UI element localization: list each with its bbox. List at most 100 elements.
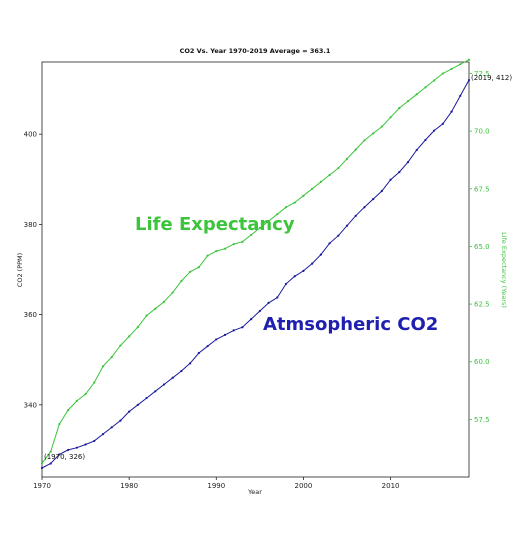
right-y-tick-label: 62.5 xyxy=(474,301,490,309)
data-point xyxy=(258,309,261,313)
data-point xyxy=(215,249,218,253)
data-point xyxy=(345,157,349,160)
data-point xyxy=(215,338,218,341)
data-point xyxy=(154,390,157,393)
data-point xyxy=(40,466,44,470)
y-tick-label: 340 xyxy=(24,401,37,409)
data-point xyxy=(40,462,44,465)
data-point xyxy=(380,189,383,193)
data-point xyxy=(398,107,401,110)
chart-title: CO2 Vs. Year 1970-2019 Average = 363.1 xyxy=(180,47,331,55)
data-point xyxy=(162,300,166,303)
data-point xyxy=(110,426,113,429)
data-point xyxy=(197,266,200,269)
data-point xyxy=(406,100,410,103)
x-axis-label: Year xyxy=(247,488,262,496)
data-point xyxy=(433,79,436,82)
data-point xyxy=(84,443,87,446)
right-y-tick-label: 67.5 xyxy=(474,185,490,193)
right-y-tick-label: 65.0 xyxy=(474,243,490,251)
right-y-tick-label: 70.0 xyxy=(474,128,490,136)
series-label-co2: Atmsopheric CO2 xyxy=(263,314,438,335)
data-point xyxy=(67,448,70,452)
data-point xyxy=(223,247,227,250)
data-point xyxy=(197,351,200,355)
data-point xyxy=(276,296,279,299)
data-point xyxy=(450,110,453,113)
data-point xyxy=(171,291,174,294)
data-point xyxy=(128,410,131,413)
data-point xyxy=(162,383,166,386)
right-y-axis-label: Life Expectancy (Years) xyxy=(500,232,508,308)
data-point xyxy=(49,450,52,453)
data-point xyxy=(389,116,392,119)
data-point xyxy=(441,122,444,125)
data-point xyxy=(128,335,131,338)
data-point xyxy=(75,399,78,403)
x-tick-label: 2000 xyxy=(295,482,313,490)
data-point xyxy=(328,242,331,245)
data-point xyxy=(232,329,235,332)
data-point xyxy=(372,198,375,201)
data-point xyxy=(206,345,209,348)
right-y-tick-label: 72.5 xyxy=(474,70,490,78)
data-point xyxy=(171,376,174,379)
y-axis-ticks: 340 360 380 400 xyxy=(24,131,42,409)
annotation-end: (2019, 412) xyxy=(471,74,512,82)
data-point xyxy=(250,233,253,237)
data-point xyxy=(424,138,427,142)
data-point xyxy=(58,453,61,456)
data-point xyxy=(145,314,148,317)
data-point xyxy=(337,166,340,170)
data-point xyxy=(93,439,96,443)
x-tick-label: 1990 xyxy=(207,482,225,490)
data-point xyxy=(75,446,78,449)
series-line xyxy=(41,79,470,469)
data-point xyxy=(189,270,192,273)
data-point xyxy=(441,72,444,75)
data-point xyxy=(154,307,157,310)
data-point xyxy=(372,132,375,135)
data-point xyxy=(119,419,122,422)
data-point xyxy=(258,226,261,230)
data-point xyxy=(180,369,183,373)
data-point xyxy=(284,206,288,209)
data-point xyxy=(337,234,340,237)
series-line xyxy=(41,59,470,464)
data-point xyxy=(459,63,462,66)
x-tick-label: 1980 xyxy=(120,482,138,490)
data-point xyxy=(406,161,410,164)
data-point xyxy=(319,180,322,183)
data-point xyxy=(49,462,52,465)
data-point xyxy=(110,356,113,359)
data-point xyxy=(136,403,139,406)
data-point xyxy=(84,392,87,396)
right-y-axis-ticks: 57.5 60.0 62.5 65.0 67.5 70.0 72.5 xyxy=(469,70,490,424)
data-point xyxy=(293,201,296,204)
data-point xyxy=(363,206,366,209)
data-point xyxy=(354,214,357,217)
y-tick-label: 400 xyxy=(24,131,37,139)
data-point xyxy=(424,86,427,89)
data-point xyxy=(223,333,227,337)
data-point xyxy=(319,253,322,256)
right-y-tick-label: 57.5 xyxy=(474,416,490,424)
data-point xyxy=(467,78,471,82)
data-point xyxy=(58,422,61,426)
data-point xyxy=(284,282,288,286)
data-point xyxy=(380,125,383,128)
data-point xyxy=(302,269,305,272)
data-point xyxy=(389,178,392,181)
data-point xyxy=(93,381,96,384)
data-point xyxy=(302,194,305,197)
x-axis-ticks: 1970 1980 1990 2000 2010 xyxy=(33,477,399,490)
data-point xyxy=(119,344,122,347)
data-point xyxy=(206,254,209,257)
data-point xyxy=(180,279,183,283)
data-point xyxy=(311,262,314,265)
y-tick-label: 380 xyxy=(24,221,37,229)
data-point xyxy=(354,148,357,151)
data-point xyxy=(415,148,418,152)
data-point xyxy=(328,173,331,177)
data-point xyxy=(345,224,349,227)
